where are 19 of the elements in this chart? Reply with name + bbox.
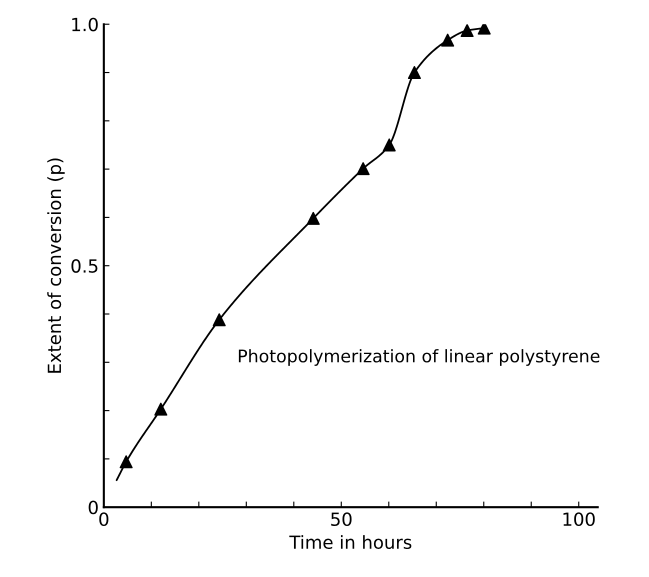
point: [212, 313, 226, 326]
point: [478, 24, 491, 35]
y-axis-title: Extent of conversion (p): [47, 158, 65, 373]
point: [154, 402, 168, 416]
x-tick-label: 0: [99, 512, 108, 526]
point: [460, 24, 474, 38]
point: [382, 138, 396, 152]
y-tick-label: 1.0: [72, 18, 98, 32]
y-tick-label: 0.5: [71, 259, 98, 273]
annotation: Photopolymerization of linear polystyrene: [238, 349, 600, 366]
x-tick-label: 100: [563, 512, 595, 526]
point: [120, 455, 133, 468]
y-tick-label: 0: [88, 500, 98, 514]
point: [408, 66, 421, 80]
point: [441, 34, 454, 47]
point: [306, 212, 320, 225]
point: [356, 162, 370, 176]
x-tick-label: 50: [331, 512, 352, 526]
x-axis-title: Time in hours: [289, 535, 412, 550]
